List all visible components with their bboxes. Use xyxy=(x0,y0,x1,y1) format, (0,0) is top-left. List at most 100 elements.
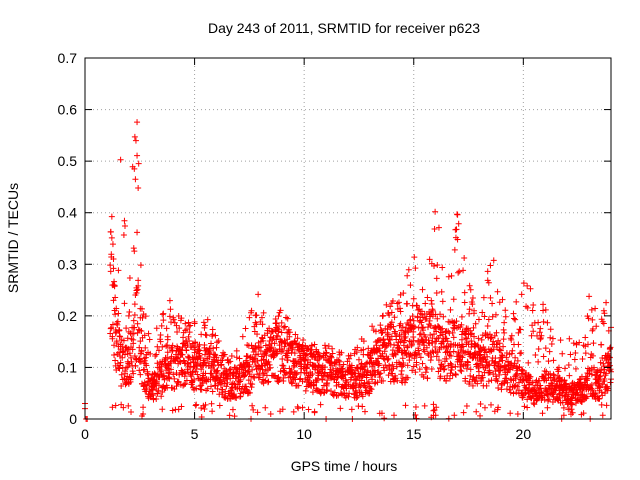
data-point xyxy=(237,390,244,397)
data-point xyxy=(479,374,486,381)
data-point xyxy=(391,378,398,385)
data-point xyxy=(549,335,556,342)
data-point xyxy=(588,371,595,378)
data-point xyxy=(583,393,590,400)
data-point xyxy=(428,353,435,360)
data-point xyxy=(437,332,444,339)
data-point xyxy=(530,328,537,335)
data-point xyxy=(568,406,575,413)
data-point xyxy=(335,357,342,364)
data-point xyxy=(560,412,567,419)
data-point xyxy=(435,224,442,231)
data-point xyxy=(426,256,433,263)
data-point xyxy=(571,356,578,363)
data-point xyxy=(390,323,397,330)
data-point xyxy=(389,361,396,368)
data-point xyxy=(410,328,417,335)
data-point xyxy=(434,315,441,322)
data-point xyxy=(258,314,265,321)
data-point xyxy=(598,389,605,396)
data-point xyxy=(521,403,528,410)
data-point xyxy=(275,313,282,320)
data-point xyxy=(274,350,281,357)
data-point xyxy=(343,385,350,392)
data-point xyxy=(372,328,379,335)
data-point xyxy=(112,402,119,409)
data-point xyxy=(361,379,368,386)
data-point xyxy=(246,314,253,321)
data-point xyxy=(112,294,119,301)
data-point xyxy=(532,390,539,397)
data-point xyxy=(223,383,230,390)
data-point xyxy=(279,347,286,354)
data-point xyxy=(416,366,423,373)
data-point xyxy=(142,344,149,351)
data-point xyxy=(451,246,458,253)
data-point xyxy=(378,329,385,336)
data-point xyxy=(323,381,330,388)
data-point xyxy=(312,363,319,370)
data-point xyxy=(354,344,361,351)
data-point xyxy=(353,376,360,383)
data-point xyxy=(428,297,435,304)
data-point xyxy=(514,383,521,390)
x-tick-label: 5 xyxy=(191,426,199,442)
data-point xyxy=(466,310,473,317)
data-point xyxy=(457,361,464,368)
data-point xyxy=(440,313,447,320)
y-tick-label: 0 xyxy=(69,411,77,427)
data-point xyxy=(423,344,430,351)
data-point xyxy=(150,396,157,403)
data-point xyxy=(226,412,233,419)
data-point xyxy=(154,390,161,397)
data-point xyxy=(452,371,459,378)
data-point xyxy=(540,353,547,360)
data-point xyxy=(483,358,490,365)
data-point xyxy=(132,137,139,144)
data-point xyxy=(231,413,238,420)
data-point xyxy=(241,372,248,379)
data-point xyxy=(588,306,595,313)
data-point xyxy=(267,411,274,418)
data-point xyxy=(550,371,557,378)
x-axis-label: GPS time / hours xyxy=(291,458,398,474)
data-point xyxy=(467,366,474,373)
data-point xyxy=(164,333,171,340)
data-point xyxy=(415,307,422,314)
data-point xyxy=(228,352,235,359)
data-point xyxy=(324,377,331,384)
data-point xyxy=(160,310,167,317)
data-point xyxy=(268,345,275,352)
data-point xyxy=(295,346,302,353)
data-point xyxy=(209,408,216,415)
data-point xyxy=(108,234,115,241)
data-point xyxy=(110,281,117,288)
data-point xyxy=(404,343,411,350)
data-point xyxy=(374,379,381,386)
data-point xyxy=(388,319,395,326)
data-point xyxy=(588,385,595,392)
data-point xyxy=(460,409,467,416)
data-point xyxy=(537,325,544,332)
data-point xyxy=(450,348,457,355)
data-point xyxy=(387,337,394,344)
data-point xyxy=(159,406,166,413)
data-point xyxy=(131,301,138,308)
data-point xyxy=(128,408,135,415)
data-point xyxy=(440,338,447,345)
data-point xyxy=(487,262,494,269)
data-point xyxy=(410,317,417,324)
data-point xyxy=(275,374,282,381)
data-point xyxy=(252,342,259,349)
data-point xyxy=(113,338,120,345)
data-point xyxy=(293,371,300,378)
data-point xyxy=(448,272,455,279)
data-point xyxy=(437,311,444,318)
data-point xyxy=(129,346,136,353)
data-point xyxy=(305,406,312,413)
data-point xyxy=(525,359,532,366)
data-point xyxy=(234,381,241,388)
data-point xyxy=(221,351,228,358)
data-point xyxy=(468,338,475,345)
data-point xyxy=(159,311,166,318)
